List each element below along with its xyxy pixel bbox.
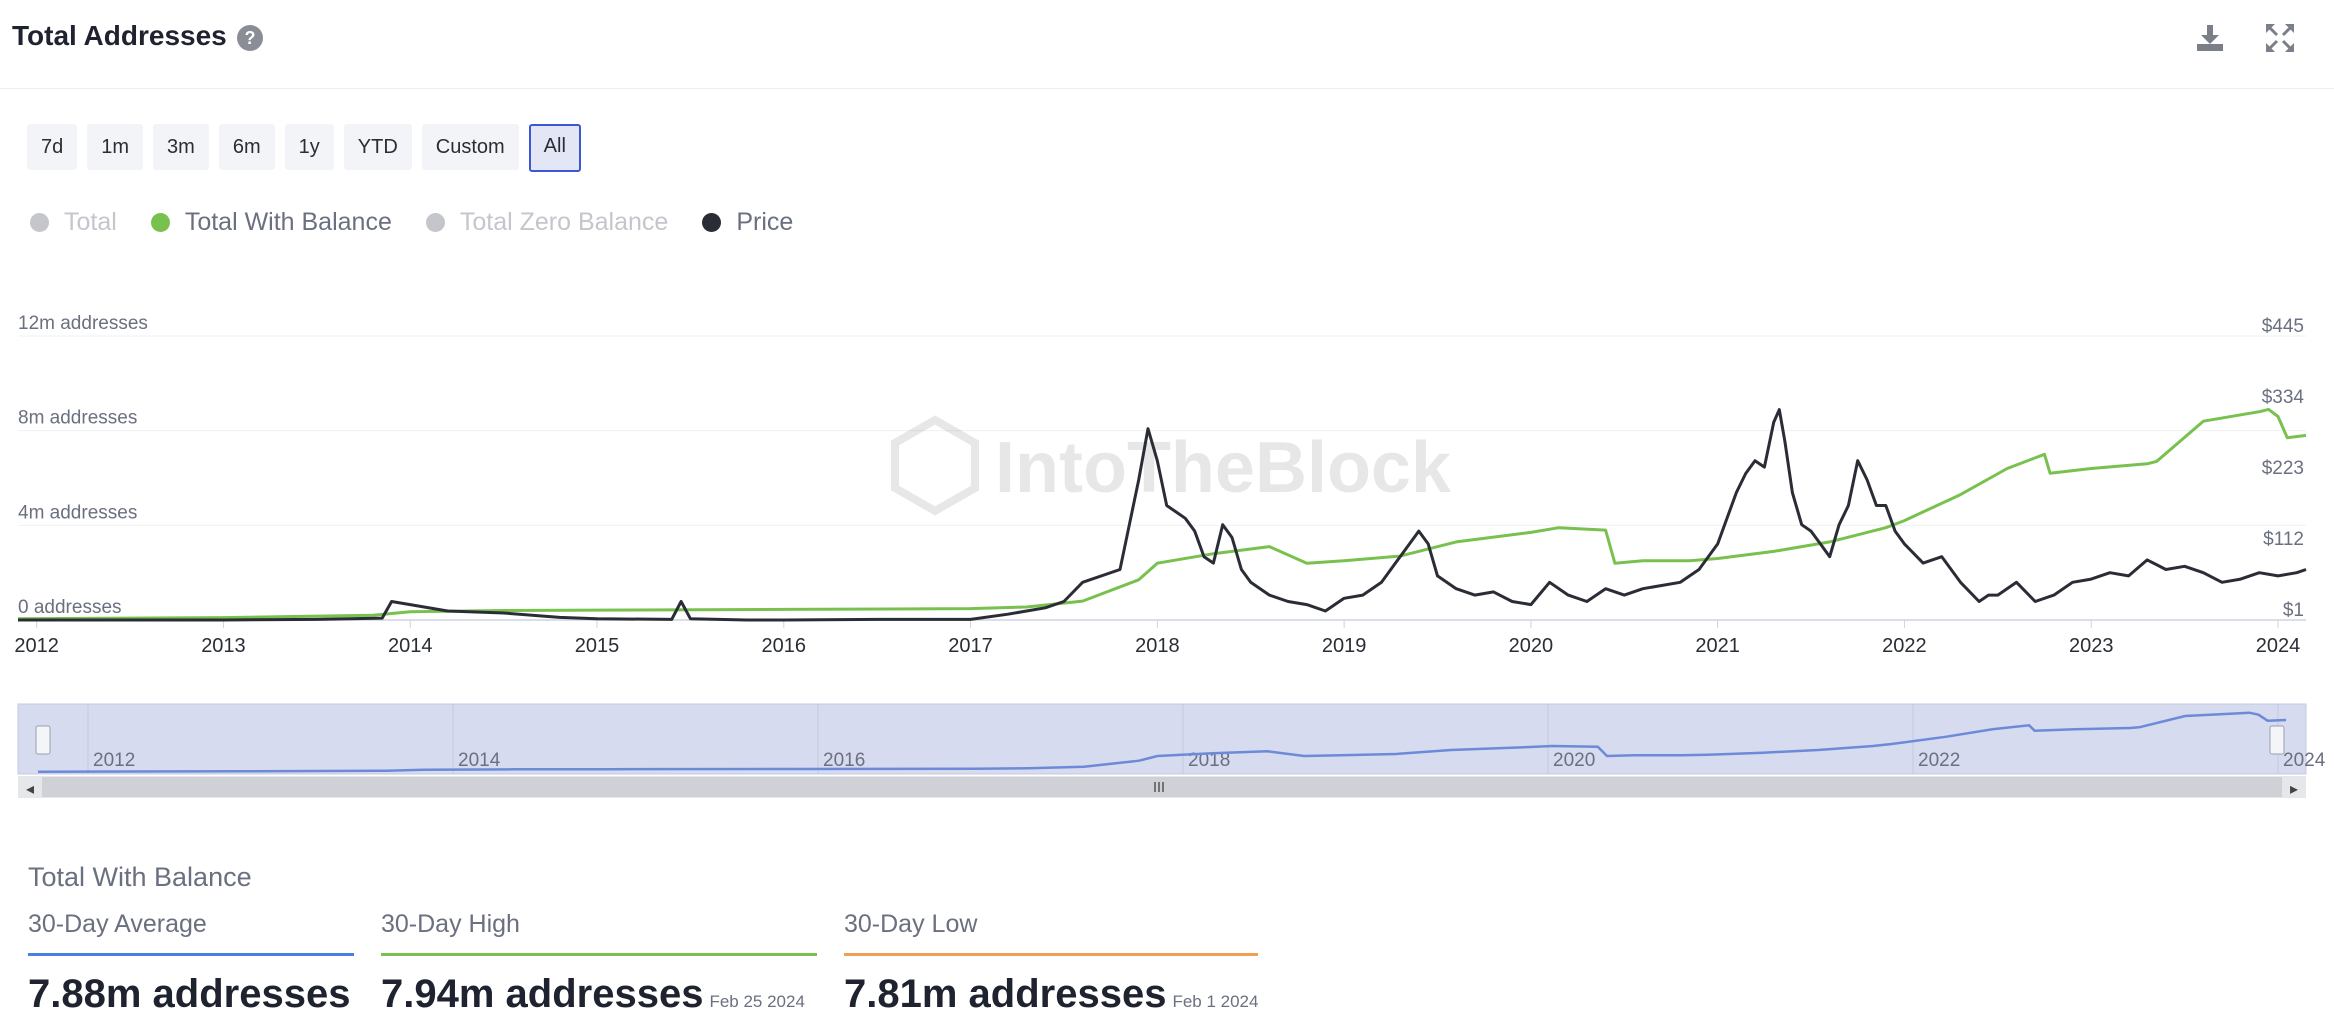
legend-item-total[interactable]: Total <box>30 208 117 237</box>
navigator-tick-label: 2018 <box>1188 750 1230 771</box>
watermark-logo: IntoTheBlock <box>891 415 1452 516</box>
y-right-tick-label: $445 <box>2262 316 2304 337</box>
x-tick-label: 2013 <box>201 635 246 657</box>
navigator-tick-label: 2020 <box>1553 750 1595 771</box>
stat-date: Feb 25 2024 <box>709 992 805 1011</box>
stat-label: 30-Day Average <box>28 910 354 956</box>
navigator-series-line <box>37 711 2287 773</box>
x-tick-label: 2012 <box>14 635 59 657</box>
stat-30-day-low: 30-Day Low 7.81m addresses Feb 1 2024 <box>844 910 1258 1017</box>
line-chart[interactable]: 0 addresses 4m addresses 8m addresses 12m a… <box>0 300 2334 680</box>
x-tick-label: 2019 <box>1322 635 1367 657</box>
time-range-selector: 7d 1m 3m 6m 1y YTD Custom All <box>27 124 581 172</box>
navigator-scrollbar-thumb[interactable] <box>42 777 2282 797</box>
summary-title: Total With Balance <box>28 862 252 892</box>
legend-dot-icon <box>150 213 170 232</box>
legend-label: Total <box>64 208 117 236</box>
range-ytd-button[interactable]: YTD <box>343 124 412 170</box>
series-line-price <box>18 408 2307 622</box>
navigator-right-handle[interactable] <box>2269 725 2285 755</box>
download-icon[interactable] <box>2192 20 2228 56</box>
navigator-tick-label: 2012 <box>93 750 135 771</box>
page-title: Total Addresses <box>12 20 227 51</box>
y-left-tick-label: 8m addresses <box>18 408 137 429</box>
range-1m-button[interactable]: 1m <box>87 124 144 170</box>
expand-icon[interactable] <box>2262 20 2298 56</box>
x-tick-label: 2022 <box>1882 635 1927 657</box>
chart-legend: Total Total With Balance Total Zero Bala… <box>30 208 827 237</box>
right-arrow-icon[interactable]: ▸ <box>2290 781 2298 798</box>
stat-value: 7.94m addresses Feb 25 2024 <box>381 972 805 1016</box>
stat-30-day-high: 30-Day High 7.94m addresses Feb 25 2024 <box>381 910 817 1017</box>
navigator-left-handle[interactable] <box>35 725 51 755</box>
left-arrow-icon[interactable]: ◂ <box>26 781 34 798</box>
legend-label: Total With Balance <box>184 208 392 236</box>
watermark-icon <box>891 415 979 516</box>
chart-header: Total Addresses ? <box>0 0 2334 89</box>
legend-label: Total Zero Balance <box>459 208 669 236</box>
navigator-tick-label: 2024 <box>2283 750 2326 771</box>
y-left-tick-label: 4m addresses <box>18 502 137 523</box>
range-3m-button[interactable]: 3m <box>153 124 209 170</box>
series-line-total-with-balance <box>17 407 2307 621</box>
y-right-tick-label: $223 <box>2262 458 2304 479</box>
legend-dot-icon <box>30 213 49 232</box>
legend-item-total-zero-balance[interactable]: Total Zero Balance <box>425 208 669 237</box>
x-tick-label: 2016 <box>762 635 807 657</box>
y-left-tick-label: 0 addresses <box>18 597 122 618</box>
grip-lines-icon[interactable] <box>1154 782 1164 792</box>
x-tick-label: 2018 <box>1135 635 1180 657</box>
navigator-tick-label: 2022 <box>1918 750 1960 771</box>
y-left-tick-label: 12m addresses <box>18 313 148 334</box>
watermark-text: IntoTheBlock <box>995 428 1452 508</box>
y-right-tick-label: $1 <box>2283 600 2304 621</box>
legend-dot-icon <box>702 213 722 232</box>
legend-dot-icon <box>425 213 445 232</box>
stat-label: 30-Day Low <box>844 910 1258 956</box>
x-tick-label: 2021 <box>1695 635 1740 657</box>
stat-label: 30-Day High <box>381 910 817 956</box>
legend-item-price[interactable]: Price <box>702 208 793 237</box>
range-1y-button[interactable]: 1y <box>284 124 334 170</box>
question-circle-icon[interactable]: ? <box>237 25 263 51</box>
x-tick-label: 2017 <box>948 635 993 657</box>
stat-date: Feb 1 2024 <box>1172 992 1259 1011</box>
range-custom-button[interactable]: Custom <box>421 124 519 170</box>
x-tick-label: 2023 <box>2069 635 2114 657</box>
x-tick-label: 2020 <box>1509 635 1554 657</box>
stat-value: 7.81m addresses Feb 1 2024 <box>844 972 1259 1016</box>
range-6m-button[interactable]: 6m <box>218 124 275 170</box>
y-right-tick-label: $334 <box>2262 387 2305 408</box>
legend-item-total-with-balance[interactable]: Total With Balance <box>150 208 392 237</box>
x-tick-label: 2024 <box>2256 635 2301 657</box>
range-7d-button[interactable]: 7d <box>27 124 78 170</box>
navigator-tick-label: 2016 <box>823 750 865 771</box>
navigator-tick-label: 2014 <box>458 750 501 771</box>
x-tick-label: 2014 <box>388 635 433 657</box>
stat-30-day-average: 30-Day Average 7.88m addresses <box>28 910 354 1017</box>
x-tick-label: 2015 <box>575 635 620 657</box>
legend-label: Price <box>736 208 794 236</box>
navigator-selection-window[interactable] <box>17 703 2307 775</box>
range-navigator[interactable]: 2012 2014 2016 2018 2020 2022 2024 ◂ ▸ <box>0 700 2334 805</box>
stat-value: 7.88m addresses <box>28 972 351 1016</box>
range-all-button[interactable]: All <box>528 124 581 172</box>
y-right-tick-label: $112 <box>2263 529 2304 550</box>
